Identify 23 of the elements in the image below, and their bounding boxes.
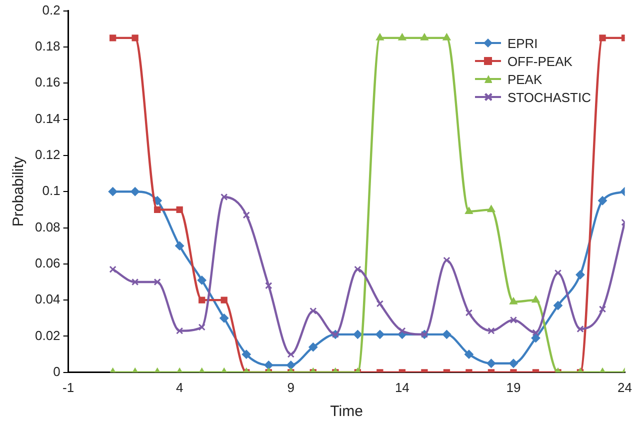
y-tick-label: 0.04: [34, 292, 60, 307]
y-tick-label: 0.1: [42, 183, 60, 198]
y-tick-label: 0.12: [34, 147, 60, 162]
x-axis-title: Time: [330, 403, 363, 420]
y-tick-label: 0.02: [34, 328, 60, 343]
x-tick-label: 19: [506, 380, 521, 395]
legend-label: EPRI: [507, 36, 538, 50]
y-tick-label: 0: [53, 364, 60, 379]
x-tick-label: 4: [176, 380, 184, 395]
y-tick-label: 0.08: [34, 219, 60, 234]
x-tick-label: -1: [62, 380, 74, 395]
x-tick-label: 14: [394, 380, 410, 395]
legend-label: OFF-PEAK: [507, 54, 572, 68]
y-tick-label: 0.18: [34, 38, 60, 54]
x-tick-label: 9: [287, 380, 295, 395]
y-tick-label: 0.2: [42, 2, 60, 18]
y-axis-title: Probability: [10, 156, 28, 227]
y-tick-label: 0.16: [34, 74, 60, 90]
y-tick-label: 0.06: [34, 256, 60, 270]
x-tick-label: 24: [618, 380, 632, 395]
legend-label: PEAK: [507, 72, 542, 86]
legend-label: STOCHASTIC: [507, 90, 591, 104]
y-tick-label: 0.14: [34, 110, 60, 126]
